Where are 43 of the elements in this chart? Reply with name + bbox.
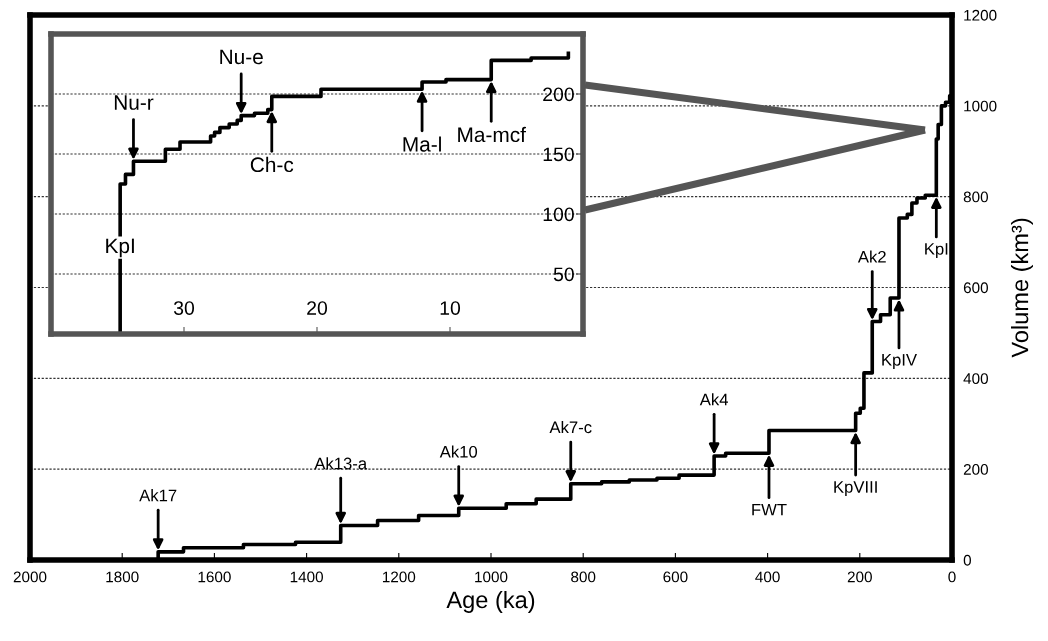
annotation: KpI <box>925 243 948 259</box>
y-axis-title: Volume (km³) <box>1010 218 1033 358</box>
annotation: Ak13-a <box>314 457 368 470</box>
x-tick-label: 1400 <box>290 571 323 583</box>
annotation: Ak10 <box>439 445 478 458</box>
y-tick-label: 400 <box>963 373 988 385</box>
annotation: Nu-e <box>220 49 263 65</box>
y-tick-label: 600 <box>963 282 988 294</box>
y-tick-label: 1000 <box>964 100 997 112</box>
y-tick-label: 1200 <box>964 9 997 21</box>
y-tick-label: 50 <box>553 267 574 282</box>
x-tick-label: 30 <box>173 301 195 315</box>
x-tick-label: 10 <box>440 301 461 315</box>
annotation: Ak4 <box>699 393 728 406</box>
annotation: Ak17 <box>139 489 177 502</box>
y-tick-label: 800 <box>963 191 988 203</box>
x-tick-label: 1200 <box>382 571 416 583</box>
annotation: Ma-l <box>403 136 441 152</box>
annotation: Ak7-c <box>549 420 592 434</box>
y-tick-label: 0 <box>963 554 972 566</box>
annotation: KpI <box>106 238 134 258</box>
y-tick-label: 100 <box>543 207 574 222</box>
annotation: Ch-c <box>250 156 294 173</box>
annotation: KpVIII <box>834 481 877 497</box>
x-tick-label: 0 <box>948 571 956 583</box>
annotation: Ma-mcf <box>458 126 526 143</box>
y-tick-label: 200 <box>963 464 988 475</box>
annotation: FWT <box>752 503 787 516</box>
x-tick-label: 600 <box>663 571 688 583</box>
x-tick-label: 200 <box>847 571 872 583</box>
x-tick-label: 800 <box>571 571 596 583</box>
x-axis-title: Age (ka) <box>446 590 535 613</box>
y-tick-label: 150 <box>543 147 574 162</box>
annotation: KpIV <box>882 354 917 370</box>
x-tick-label: 1800 <box>106 571 139 583</box>
y-tick-label: 200 <box>543 87 574 102</box>
x-tick-label: 400 <box>755 571 780 583</box>
annotation: Ak2 <box>857 250 886 263</box>
annotation: Nu-r <box>114 95 154 110</box>
x-tick-label: 2000 <box>13 571 47 583</box>
x-tick-label: 1000 <box>475 571 508 583</box>
x-tick-label: 1600 <box>198 571 231 583</box>
x-tick-label: 20 <box>307 301 328 315</box>
